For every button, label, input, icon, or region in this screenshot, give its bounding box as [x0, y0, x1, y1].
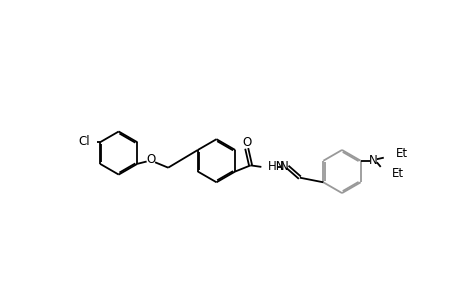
Text: HN: HN — [267, 160, 285, 173]
Text: N: N — [280, 160, 288, 173]
Text: Cl: Cl — [78, 135, 90, 148]
Text: O: O — [146, 154, 156, 166]
Text: Et: Et — [395, 146, 407, 160]
Text: Et: Et — [391, 167, 403, 180]
Text: N: N — [368, 154, 376, 167]
Text: O: O — [241, 136, 251, 149]
